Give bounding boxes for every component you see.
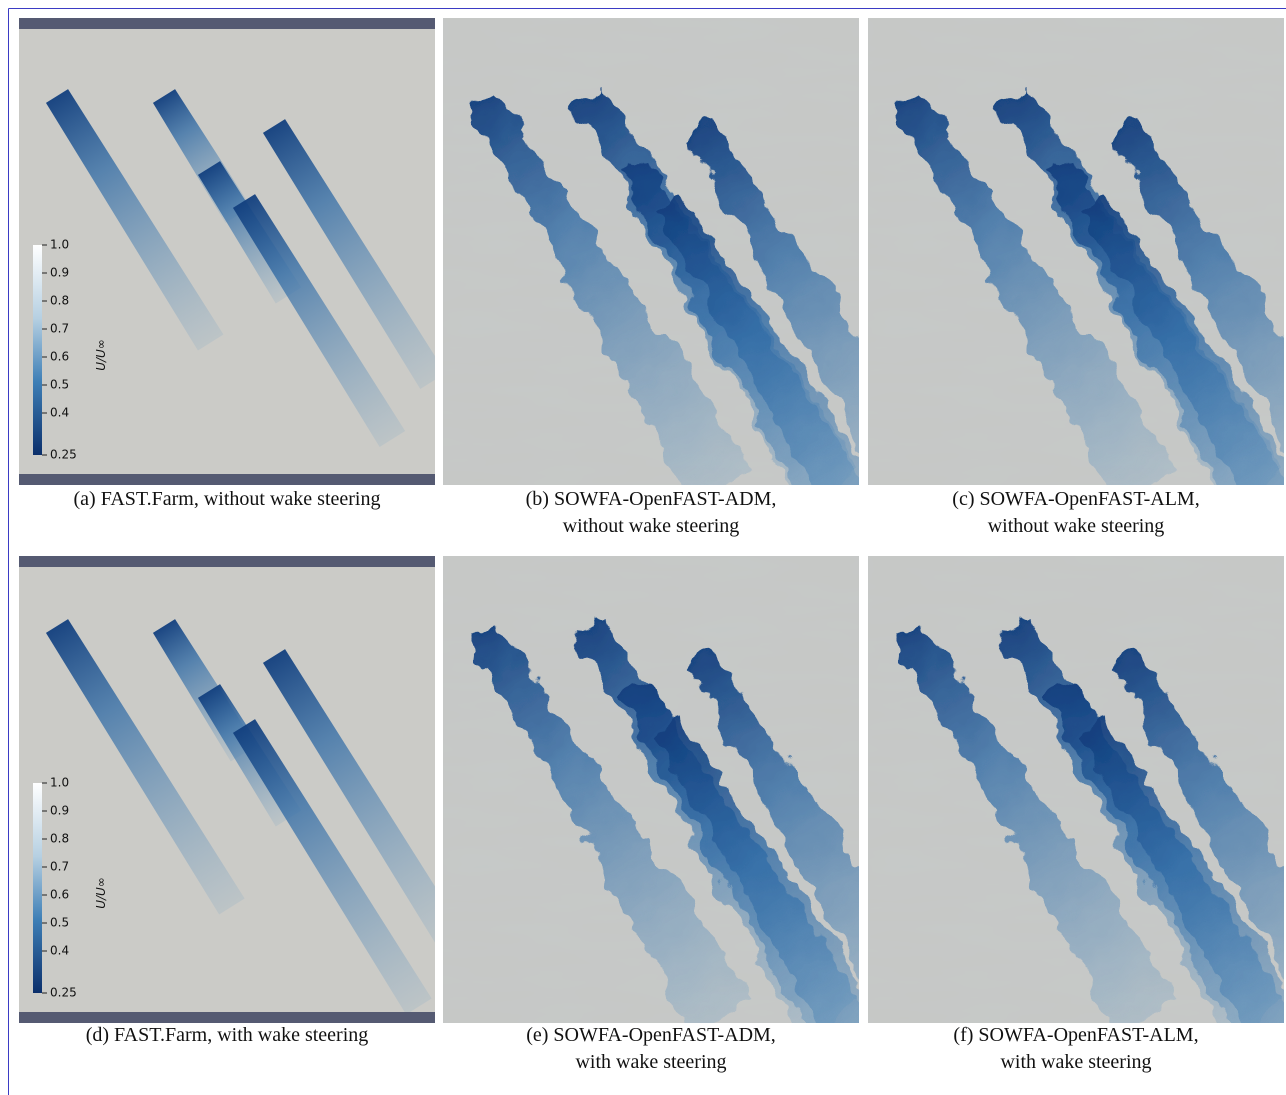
figure: 1.0 0.9 0.8 0.7 0.6 0.5 0.4 0.25 U/U∞ (a) FAST.Fa… (0, 0, 1286, 1095)
caption: (f) SOWFA-OpenFAST-ALM, (953, 1024, 1198, 1046)
caption: (b) SOWFA-OpenFAST-ADM, (526, 488, 777, 510)
colorbar-tick-label: 0.9 (50, 266, 69, 280)
caption: with wake steering (575, 1051, 726, 1073)
caption: (c) SOWFA-OpenFAST-ALM, (952, 488, 1199, 510)
caption: with wake steering (1000, 1051, 1151, 1073)
colorbar-tick-label: 0.7 (50, 322, 69, 336)
colorbar-tick-label: 0.6 (50, 350, 69, 364)
domain-bar-top (19, 18, 435, 29)
colorbar-tick-label: 0.25 (50, 448, 77, 462)
colorbar-tick-label: 0.25 (50, 986, 77, 1000)
domain-bar-bottom (19, 474, 435, 485)
colorbar-tick-label: 0.8 (50, 294, 69, 308)
colorbar-tick-label: 0.5 (50, 916, 69, 930)
colorbar-label: U/U∞ (94, 877, 108, 909)
colorbar-tick-label: 0.8 (50, 832, 69, 846)
colorbar (33, 783, 42, 993)
colorbar-tick-label: 1.0 (50, 238, 69, 252)
domain-bar-top (19, 556, 435, 567)
colorbar-tick-label: 0.6 (50, 888, 69, 902)
colorbar-tick-label: 0.7 (50, 860, 69, 874)
caption: without wake steering (988, 515, 1165, 537)
panel: 1.0 0.9 0.8 0.7 0.6 0.5 0.4 0.25 U/U∞ (19, 556, 462, 1023)
colorbar-label: U/U∞ (94, 339, 108, 371)
domain-bar-bottom (19, 1012, 435, 1023)
caption: (a) FAST.Farm, without wake steering (74, 488, 381, 510)
colorbar-tick-label: 0.9 (50, 804, 69, 818)
colorbar-tick-label: 0.4 (50, 406, 69, 420)
colorbar-tick-label: 0.4 (50, 944, 69, 958)
caption: (e) SOWFA-OpenFAST-ADM, (526, 1024, 776, 1046)
colorbar (33, 245, 42, 455)
caption: (d) FAST.Farm, with wake steering (86, 1024, 369, 1046)
colorbar-tick-label: 0.5 (50, 378, 69, 392)
colorbar-tick-label: 1.0 (50, 776, 69, 790)
panel (868, 556, 1286, 1095)
caption: without wake steering (563, 515, 740, 537)
panel: 1.0 0.9 0.8 0.7 0.6 0.5 0.4 0.25 U/U∞ (19, 18, 446, 485)
